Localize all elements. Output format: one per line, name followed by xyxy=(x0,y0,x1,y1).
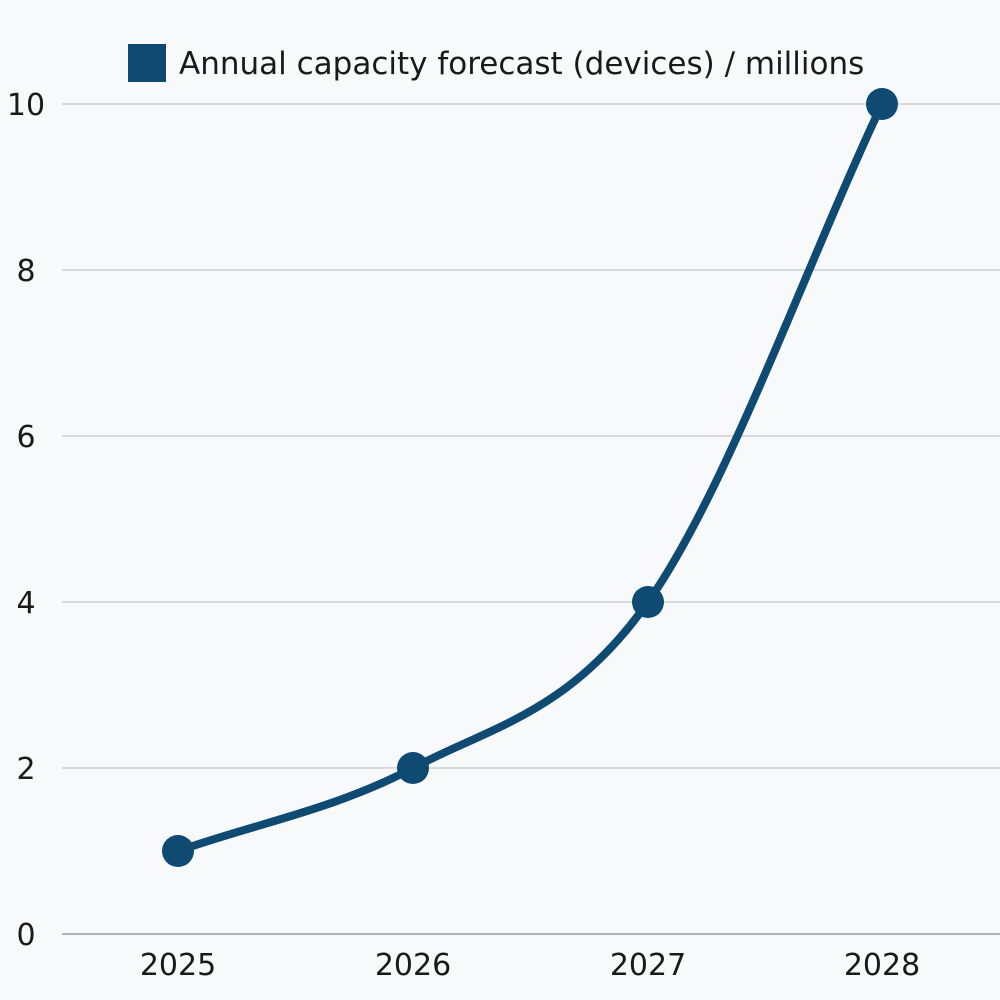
x-tick-label: 2028 xyxy=(844,948,920,983)
data-point xyxy=(866,88,898,120)
y-tick-label: 0 xyxy=(16,918,35,953)
series-layer xyxy=(162,88,898,867)
legend-swatch xyxy=(128,44,166,82)
y-tick-label: 8 xyxy=(16,254,35,289)
x-tick-label: 2027 xyxy=(610,948,686,983)
data-point xyxy=(162,835,194,867)
data-point xyxy=(632,586,664,618)
y-tick-label: 10 xyxy=(7,88,45,123)
y-tick-label: 6 xyxy=(16,420,35,455)
gridlines xyxy=(62,103,1000,769)
x-tick-label: 2026 xyxy=(375,948,451,983)
data-point xyxy=(397,752,429,784)
legend-label: Annual capacity forecast (devices) / mil… xyxy=(179,46,864,82)
y-tick-label: 4 xyxy=(16,586,35,621)
legend: Annual capacity forecast (devices) / mil… xyxy=(128,44,864,82)
y-axis-ticks: 0 2 4 6 8 10 xyxy=(7,88,45,953)
y-tick-label: 2 xyxy=(16,752,35,787)
series-line xyxy=(174,100,886,855)
x-axis-ticks: 2025 2026 2027 2028 xyxy=(140,948,920,983)
x-tick-label: 2025 xyxy=(140,948,216,983)
